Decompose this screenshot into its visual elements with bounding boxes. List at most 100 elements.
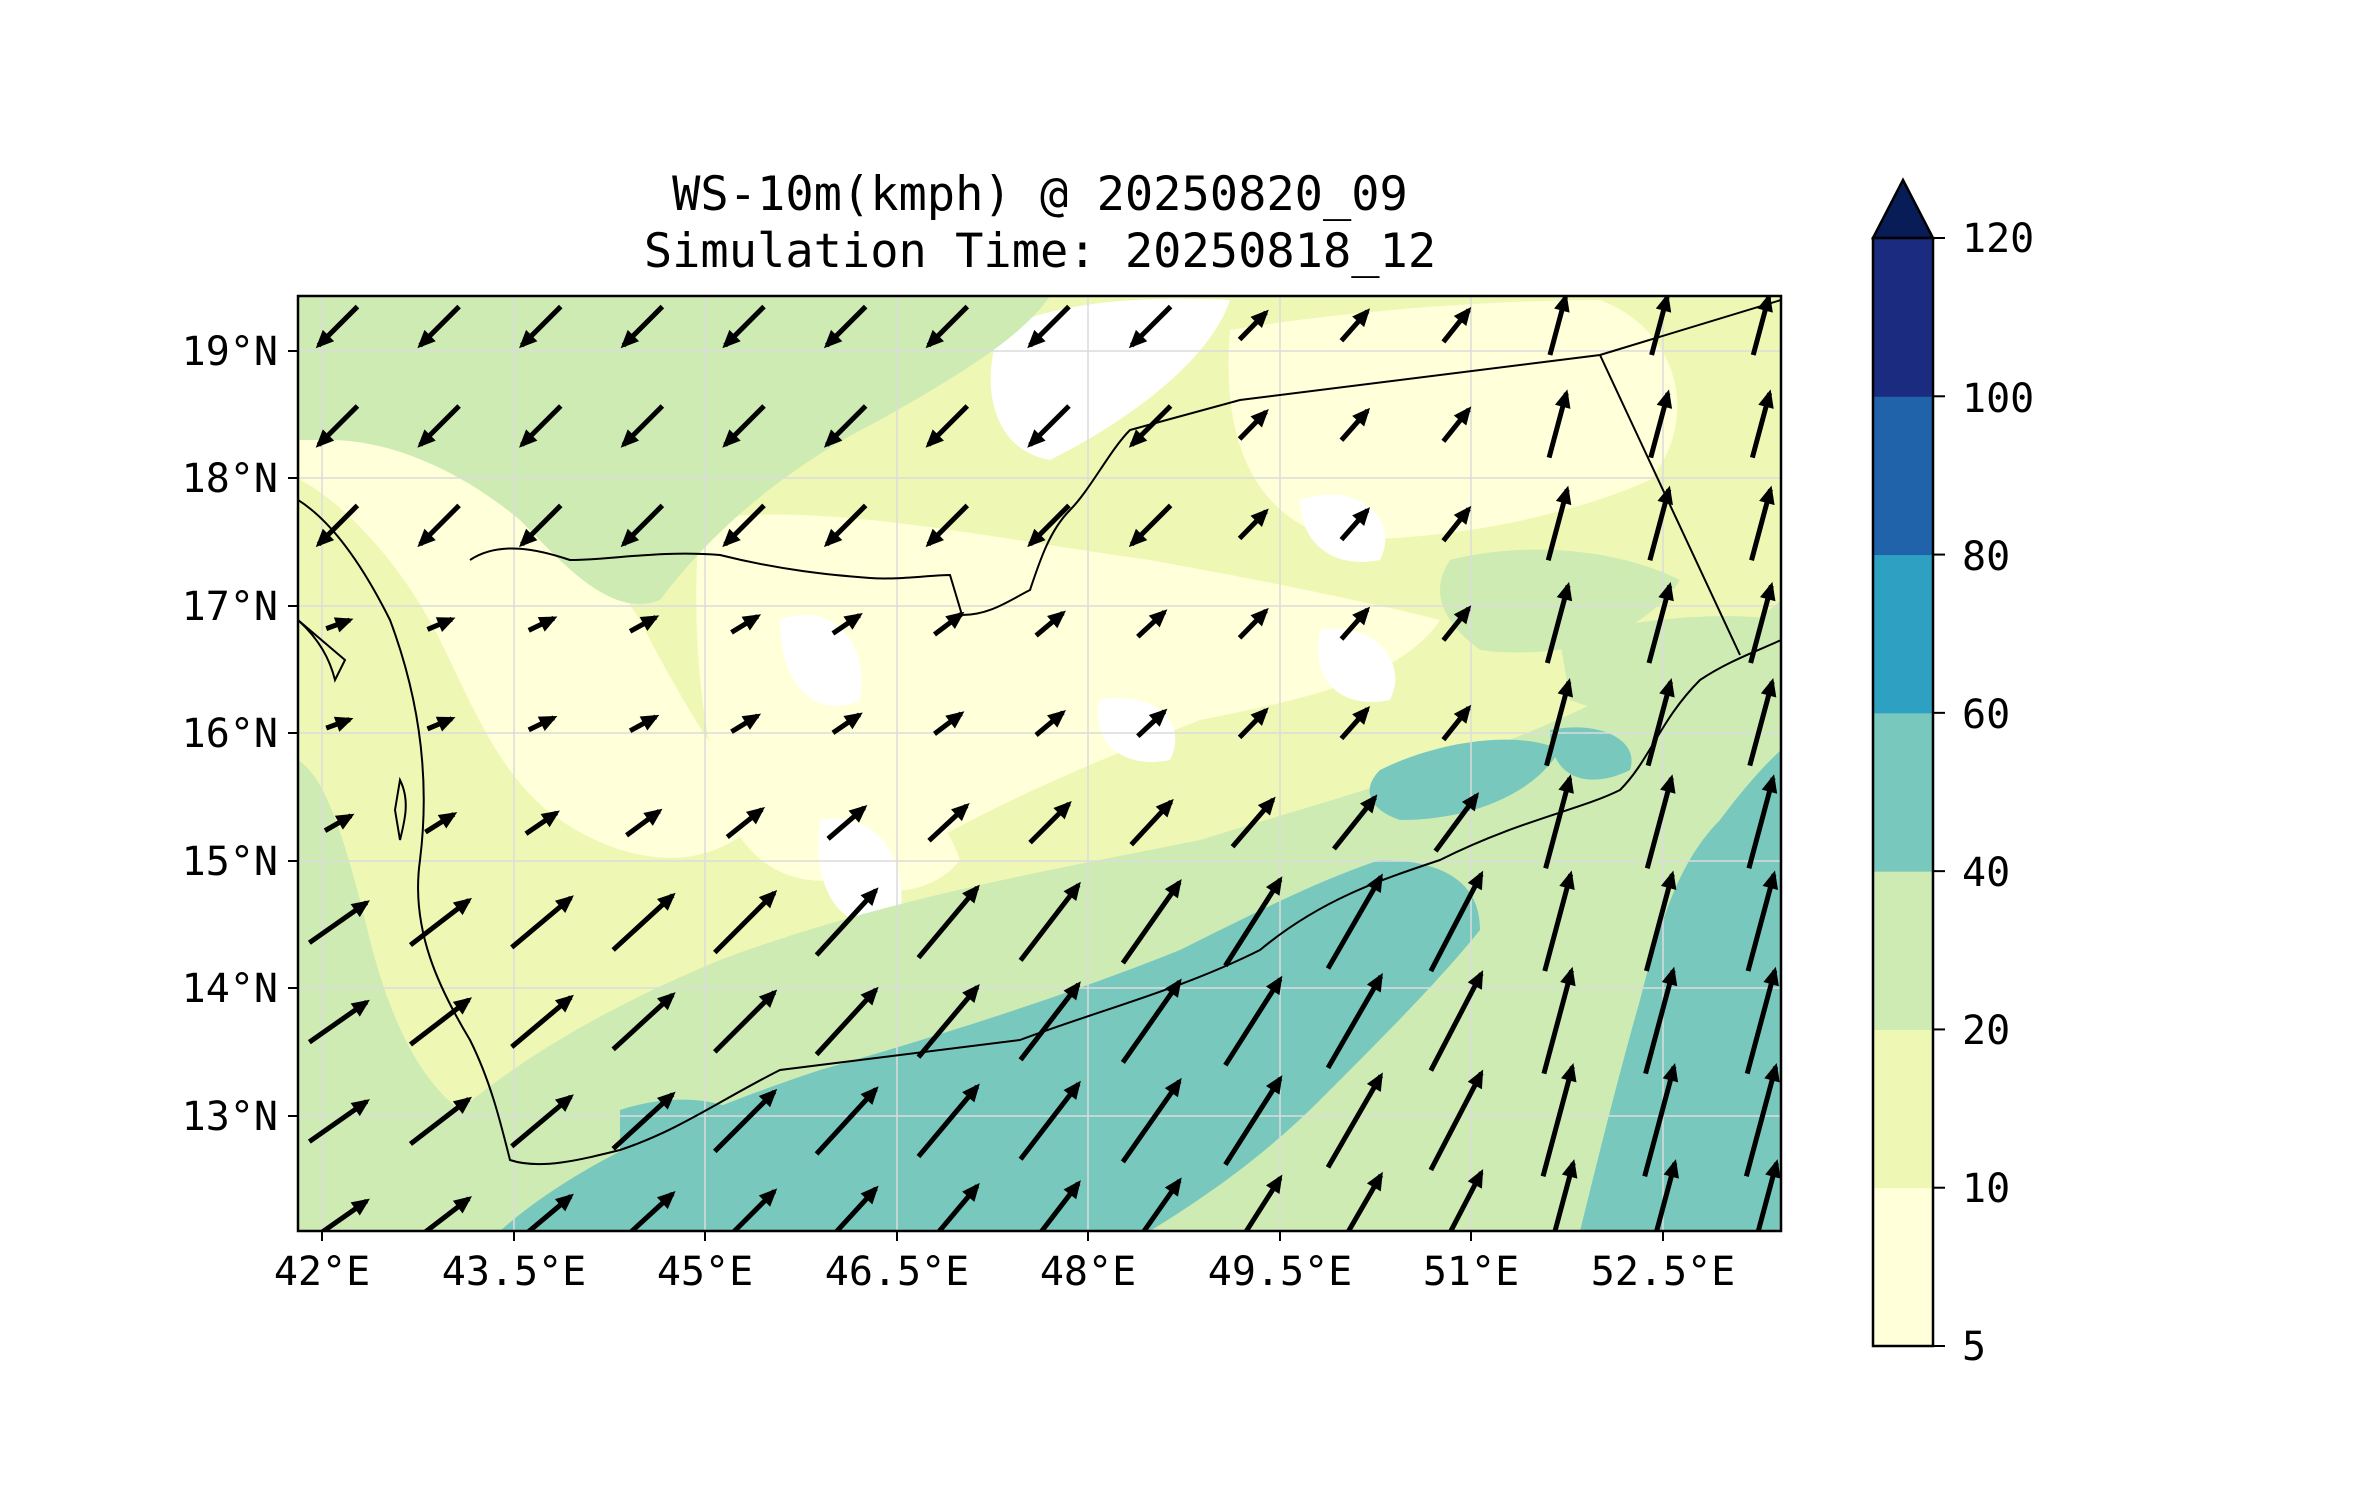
wind-vector xyxy=(1018,883,1081,962)
wind-vector-head xyxy=(1063,1080,1081,1100)
x-axis: 42°E 43.5°E 45°E 46.5°E 48°E 49.5°E 51°E… xyxy=(274,1231,1735,1295)
wind-vector-head xyxy=(962,1083,980,1103)
wind-vector-head xyxy=(620,528,640,548)
wind-vector-head xyxy=(620,329,640,349)
wind-vector xyxy=(1325,1074,1384,1169)
wind-vector-head xyxy=(1027,528,1046,548)
wind-vector-head xyxy=(1761,774,1778,794)
wind-vector xyxy=(1120,1079,1182,1164)
wind-vector-head xyxy=(350,900,370,918)
wind-vector xyxy=(936,1184,980,1231)
wind-vector-head xyxy=(823,528,843,548)
wind-vector xyxy=(1542,873,1574,972)
wind-vector xyxy=(814,888,878,957)
wind-vector-head xyxy=(333,716,354,732)
wind-vector xyxy=(1644,873,1675,972)
wind-vector-head xyxy=(1467,1069,1484,1090)
wind-vector-head xyxy=(1453,704,1472,724)
wind-vector-head xyxy=(1366,873,1383,894)
wind-vector-head xyxy=(1265,975,1283,996)
y-tick-label: 14°N xyxy=(182,966,278,1012)
wind-vector xyxy=(1141,1179,1182,1231)
y-tick-label: 16°N xyxy=(182,711,278,757)
wind-vector-head xyxy=(1164,1077,1182,1098)
wind-vector-head xyxy=(741,614,762,631)
wind-vector-head xyxy=(1265,1075,1283,1095)
chart-title-line2: Simulation Time: 20250818_12 xyxy=(644,224,1436,279)
wind-vector-head xyxy=(860,1086,879,1105)
wind-vector-head xyxy=(417,528,436,548)
wind-vector xyxy=(1120,980,1182,1064)
colorbar-segment xyxy=(1873,1029,1933,1189)
wind-vector-head xyxy=(1760,678,1777,698)
wind-vector-head xyxy=(1063,981,1081,1001)
wind-vector-head xyxy=(656,1191,676,1210)
wind-vector xyxy=(1428,972,1484,1072)
wind-vector-head xyxy=(848,805,868,823)
wind-vector-head xyxy=(1352,308,1371,328)
wind-vector-head xyxy=(1555,485,1572,506)
wind-vector-head xyxy=(745,806,766,825)
wind-vector xyxy=(916,1084,980,1159)
wind-vector-head xyxy=(758,1188,778,1207)
wind-vector-head xyxy=(1559,870,1575,890)
wind-vector-head xyxy=(1027,429,1046,448)
wind-vector-head xyxy=(417,429,436,448)
x-tick-label: 48°E xyxy=(1040,1249,1136,1295)
x-tick-label: 49.5°E xyxy=(1208,1249,1353,1295)
wind-vector-head xyxy=(537,616,558,632)
wind-vector-head xyxy=(1453,505,1472,525)
x-tick-label: 42°E xyxy=(274,1249,370,1295)
wind-vector-head xyxy=(1250,409,1269,428)
colorbar-segment xyxy=(1873,396,1933,556)
wind-vector-head xyxy=(437,812,458,829)
wind-vector xyxy=(1745,873,1777,972)
wind-vector-head xyxy=(945,711,965,729)
wind-vector-head xyxy=(1467,1168,1484,1189)
wind-vector-head xyxy=(1366,1171,1383,1192)
wind-vector-head xyxy=(1063,881,1081,901)
wind-vector-head xyxy=(1047,709,1066,728)
colorbar: 5 10 20 40 60 80 100 120 xyxy=(1870,177,2034,1370)
wind-vector xyxy=(1747,681,1775,767)
wind-vector-head xyxy=(519,528,538,548)
wind-vector-head xyxy=(1461,792,1480,812)
wind-vector-head xyxy=(1660,774,1676,794)
wind-vector-head xyxy=(1352,407,1371,427)
wind-vector-head xyxy=(1557,678,1574,698)
colorbar-label: 100 xyxy=(1962,376,2034,422)
wind-vector-head xyxy=(1561,1062,1577,1083)
wind-vector-head xyxy=(1453,306,1472,327)
wind-vector-head xyxy=(823,429,843,448)
wind-vector xyxy=(1428,873,1484,973)
wind-vector-head xyxy=(925,329,944,349)
wind-vector-head xyxy=(1359,794,1378,814)
y-tick-label: 17°N xyxy=(182,584,278,630)
colorbar-segment xyxy=(1873,871,1933,1030)
wind-vector-head xyxy=(1561,1159,1578,1179)
wind-vector-head xyxy=(1164,978,1182,998)
wind-vector xyxy=(1543,777,1573,869)
map-frame xyxy=(296,294,1783,1233)
y-tick-label: 19°N xyxy=(182,329,278,375)
map-panel xyxy=(296,294,1783,1233)
coastline-and-borders xyxy=(298,299,1781,1166)
x-tick-label: 52.5°E xyxy=(1591,1249,1736,1295)
wind-vector-head xyxy=(1250,607,1269,627)
wind-vector-head xyxy=(722,528,741,548)
wind-vector-head xyxy=(1352,606,1371,626)
chart-title-line1: WS-10m(kmph) @ 20250820_09 xyxy=(672,167,1408,222)
colorbar-extend-triangle xyxy=(1870,177,1936,240)
wind-vector-head xyxy=(554,1193,574,1212)
wind-vector xyxy=(916,985,980,1059)
wind-vector-head xyxy=(1660,870,1677,890)
wind-vector-head xyxy=(537,715,558,732)
wind-vector-head xyxy=(452,1096,473,1115)
wind-vector-head xyxy=(1764,1062,1780,1083)
wind-vector-head xyxy=(1453,406,1472,426)
wind-vector xyxy=(713,891,777,955)
wind-vector-head xyxy=(1760,581,1776,602)
wind-vector-head xyxy=(1554,296,1570,313)
colorbar-segments xyxy=(1873,238,1933,1347)
